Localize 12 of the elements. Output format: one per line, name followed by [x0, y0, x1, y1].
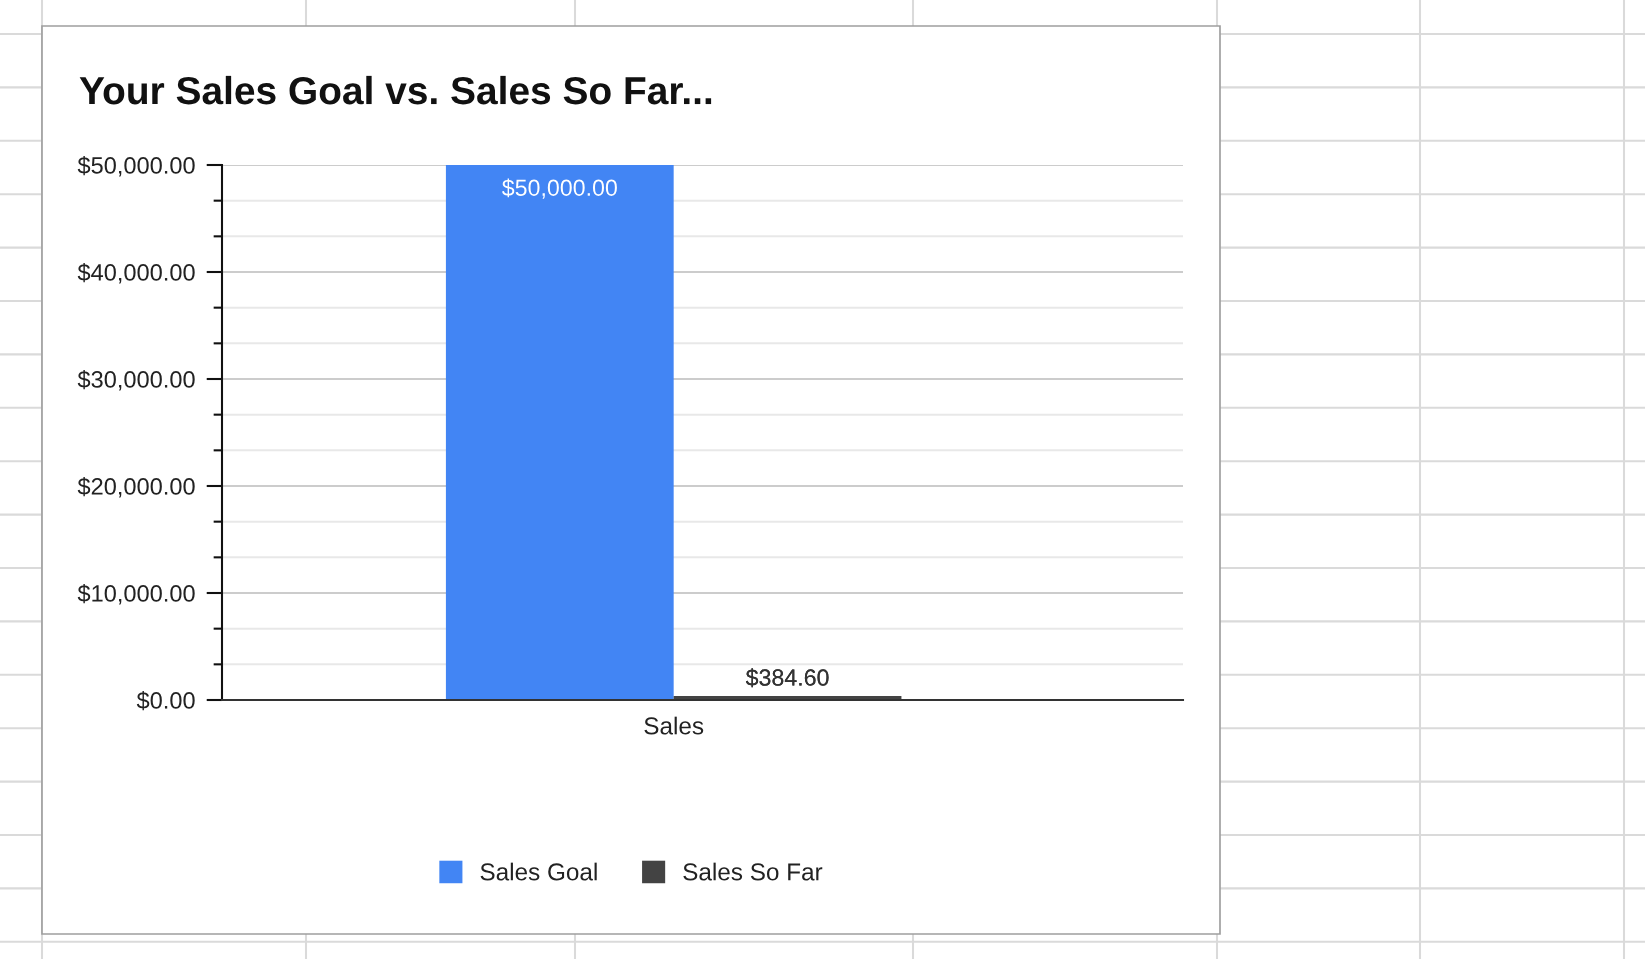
- y-tick-label: $50,000.00: [77, 156, 195, 177]
- y-tick-label: $30,000.00: [77, 370, 195, 391]
- y-tick-label: $0.00: [136, 691, 195, 711]
- chart-title: Your Sales Goal vs. Sales So Far...: [79, 75, 712, 105]
- x-tick-label: Sales: [644, 716, 704, 735]
- y-tick-label: $10,000.00: [77, 584, 195, 605]
- legend-label: Sales So Far: [683, 862, 823, 881]
- y-tick-label: $20,000.00: [77, 477, 195, 498]
- y-tick-label: $40,000.00: [77, 263, 195, 284]
- data-label: $50,000.00: [502, 178, 617, 199]
- data-label: $384.60: [745, 668, 829, 688]
- legend-label: Sales Goal: [480, 862, 597, 881]
